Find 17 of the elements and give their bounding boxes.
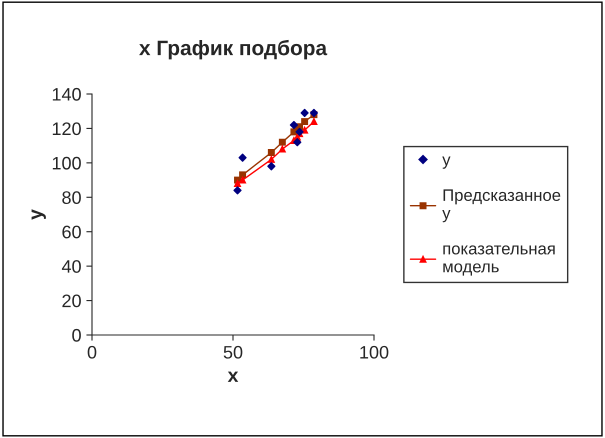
chart-title: x График подбора — [139, 40, 328, 60]
y-tick-label: 60 — [62, 226, 81, 238]
y-tick-label: 120 — [52, 122, 81, 136]
x-tick-label: 100 — [360, 346, 388, 359]
y-tick-label: 100 — [52, 156, 81, 170]
x-axis-title: x — [228, 372, 238, 382]
y-axis-title: y — [32, 209, 46, 220]
y-tick-label: 80 — [62, 191, 81, 204]
x-tick-label: 50 — [224, 346, 242, 359]
legend-label: показательная модель — [443, 245, 555, 276]
y-tick-label: 20 — [62, 294, 81, 308]
y-tick-label: 0 — [72, 328, 81, 342]
y-tick-label: 140 — [52, 88, 81, 101]
legend-label: y — [442, 156, 450, 169]
legend-label: Предсказанное y — [442, 189, 560, 222]
x-tick-label: 0 — [88, 346, 96, 359]
y-tick-label: 40 — [62, 260, 81, 273]
